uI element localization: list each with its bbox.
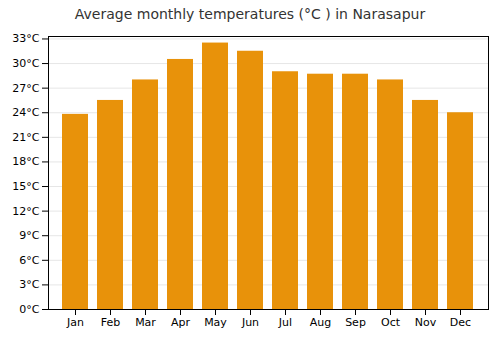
svg-text:30°C: 30°C [12, 57, 39, 70]
svg-text:0°C: 0°C [19, 303, 39, 316]
svg-text:Aug: Aug [310, 316, 331, 329]
svg-text:18°C: 18°C [12, 155, 39, 168]
svg-text:Feb: Feb [101, 316, 120, 329]
svg-text:27°C: 27°C [12, 82, 39, 95]
svg-text:Jun: Jun [241, 316, 259, 329]
svg-text:3°C: 3°C [19, 278, 39, 291]
svg-text:Oct: Oct [381, 316, 401, 329]
svg-text:15°C: 15°C [12, 180, 39, 193]
svg-text:33°C: 33°C [12, 32, 39, 45]
svg-text:Jan: Jan [66, 316, 84, 329]
svg-text:May: May [204, 316, 227, 329]
svg-text:Sep: Sep [345, 316, 366, 329]
svg-text:Mar: Mar [135, 316, 156, 329]
svg-text:24°C: 24°C [12, 106, 39, 119]
svg-text:9°C: 9°C [19, 229, 39, 242]
html-text:Average monthly temperatures (: Average monthly temperatures (°C ) in Na… [74, 6, 426, 22]
svg-text:Apr: Apr [171, 316, 191, 329]
svg-text:12°C: 12°C [12, 205, 39, 218]
svg-text:Dec: Dec [450, 316, 471, 329]
svg-text:21°C: 21°C [12, 131, 39, 144]
svg-text:Nov: Nov [415, 316, 437, 329]
svg-text:6°C: 6°C [19, 254, 39, 267]
svg-text:Jul: Jul [278, 316, 292, 329]
